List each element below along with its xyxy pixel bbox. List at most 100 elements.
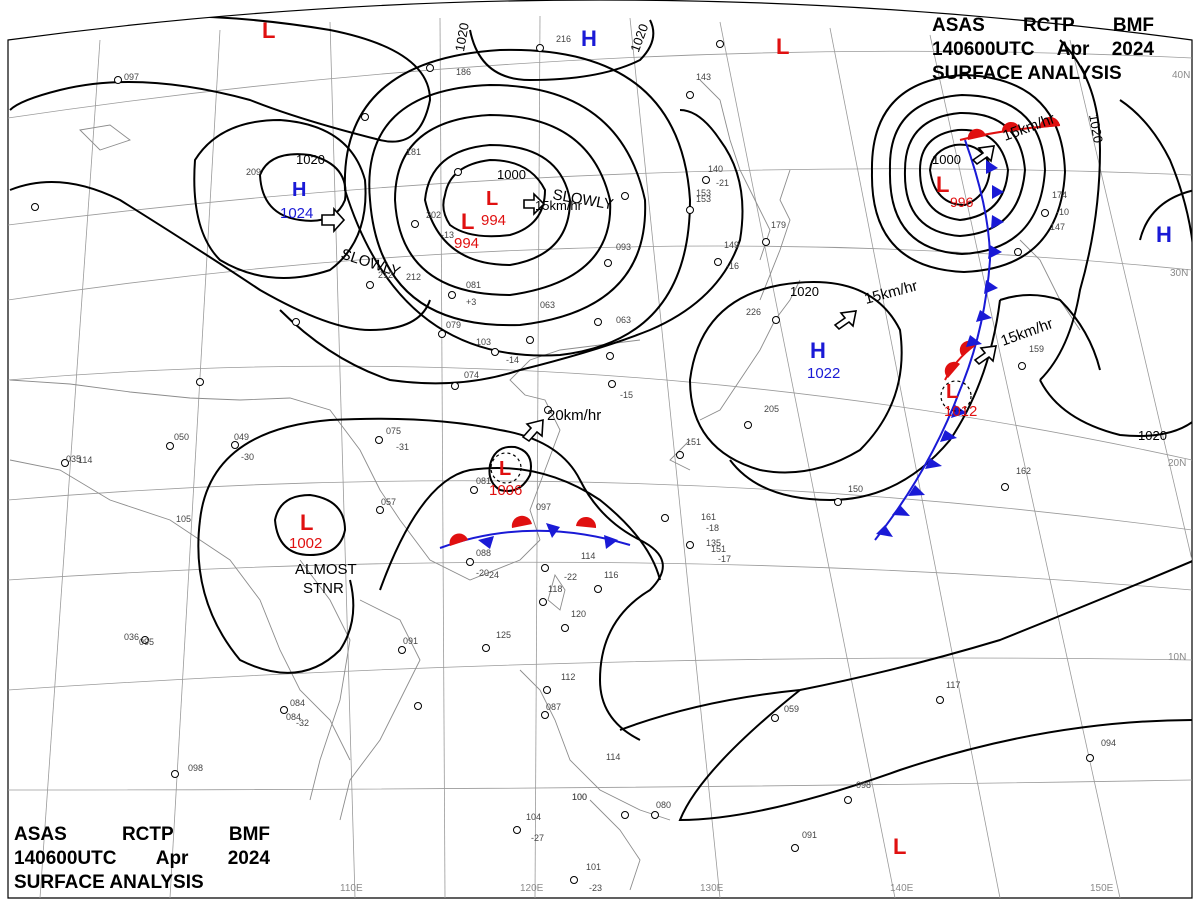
high-pressure-value: 1024: [280, 205, 313, 222]
station-report-value: -15: [620, 390, 633, 400]
station-report-value: 049: [234, 432, 249, 442]
station-report-value: -21: [716, 178, 729, 188]
station-report-value: 057: [381, 497, 396, 507]
isobar-label: 1020: [452, 22, 472, 53]
header-year: 2024: [1111, 39, 1154, 60]
station-report-value: 147: [1050, 222, 1065, 232]
header-code: BMF: [228, 824, 270, 845]
station-report-value: 081: [476, 476, 491, 486]
station-report-value: 181: [406, 147, 421, 157]
isobar-labels: 1020 1020 1020 1020 1000 1000 1020 1020: [296, 22, 1167, 443]
station-report-value: -27: [531, 833, 544, 843]
station-report-value: 088: [476, 548, 491, 558]
low-center: L: [461, 209, 474, 234]
station-report-value: 179: [771, 220, 786, 230]
station-report-value: -30: [241, 452, 254, 462]
header-region: ASAS: [932, 15, 985, 36]
header-year: 2024: [227, 848, 270, 869]
header-month: Apr: [1056, 39, 1090, 60]
motion-label: ALMOST: [295, 561, 357, 578]
fronts: [439, 116, 1061, 549]
low-center: L: [946, 381, 958, 403]
high-center: H: [1156, 222, 1172, 247]
low-center-ring: [490, 452, 522, 484]
motion-label: 15km/hr: [535, 198, 583, 213]
station-report-value: -32: [296, 718, 309, 728]
latitude-label: 10N: [1168, 652, 1186, 663]
station-report-value: -22: [564, 572, 577, 582]
station-report-value: 151: [686, 437, 701, 447]
isobar-label: 1020: [296, 152, 325, 167]
station-reports: 097 212 209 186 216 143 181 202 212 081 079 103 074 0…: [66, 34, 1116, 893]
station-report-value: 216: [556, 34, 571, 44]
latitude-label: 40N: [1172, 70, 1190, 81]
station-report-value: 202: [426, 210, 441, 220]
station-report-value: -23: [589, 883, 602, 893]
low-center: L: [499, 458, 511, 480]
high-center: H: [810, 338, 826, 363]
station-report-value: 101: [586, 862, 601, 872]
station-report-value: 153: [696, 194, 711, 204]
station-report-value: 186: [456, 67, 471, 77]
station-report-value: 103: [476, 337, 491, 347]
low-pressure-value: 1002: [289, 535, 322, 552]
station-report-value: -20: [476, 568, 489, 578]
pressure-centers: H H 1024 H 1022 H L L L 994 L 994 L 996 …: [262, 18, 1172, 859]
station-report-value: -18: [706, 523, 719, 533]
station-report-value: 205: [764, 404, 779, 414]
station-report-value: 091: [802, 830, 817, 840]
station-report-value: 209: [246, 167, 261, 177]
station-report-value: 036: [124, 632, 139, 642]
station-report-value: 084: [286, 712, 301, 722]
motion-label: 20km/hr: [547, 407, 601, 424]
station-report-value: 084: [290, 698, 305, 708]
station-report-value: 087: [546, 702, 561, 712]
station-report-value: 212: [378, 270, 393, 280]
high-center: H: [292, 179, 306, 201]
station-report-value: 140: [708, 164, 723, 174]
station-markers: [31, 40, 1094, 884]
isobar-label: 1020: [1086, 113, 1106, 144]
station-report-value: 094: [1101, 738, 1116, 748]
header-month: Apr: [155, 848, 189, 869]
header-code: BMF: [1112, 15, 1154, 36]
low-center: L: [893, 834, 906, 859]
latitude-label: 30N: [1170, 268, 1188, 279]
station-report-value: 098: [856, 780, 871, 790]
coastlines: [9, 79, 1081, 891]
header-station: RCTP: [121, 824, 174, 845]
station-report-value: -24: [486, 570, 499, 580]
station-report-value: 035: [66, 454, 81, 464]
station-report-value: 112: [561, 672, 575, 682]
station-report-value: 074: [464, 370, 479, 380]
station-report-value: 091: [403, 636, 418, 646]
station-report-value: 159: [1029, 344, 1044, 354]
station-report-value: 100: [572, 792, 587, 802]
station-report-value: 150: [848, 484, 863, 494]
graticule-labels: 110E 120E 130E 140E 150E 40N 30N 20N 10N: [340, 70, 1190, 894]
map-header-top: ASAS RCTP BMF 140600UTC Apr 2024 SURFACE…: [932, 14, 1154, 86]
low-pressure-value: 994: [481, 212, 506, 229]
station-report-value: -16: [726, 261, 739, 271]
header-time: 140600UTC: [932, 39, 1035, 60]
header-title: SURFACE ANALYSIS: [932, 63, 1122, 84]
station-report-value: 174: [1052, 190, 1067, 200]
station-report-value: -13: [441, 230, 454, 240]
station-report-value: -17: [718, 554, 731, 564]
station-report-value: 100: [572, 792, 587, 802]
station-report-value: 050: [174, 432, 189, 442]
station-report-value: 125: [496, 630, 511, 640]
high-center: H: [581, 26, 597, 51]
isobar-label: 1000: [932, 152, 961, 167]
high-pressure-value: 1022: [807, 365, 840, 382]
header-title: SURFACE ANALYSIS: [14, 872, 204, 893]
station-report-value: 120: [571, 609, 586, 619]
station-report-value: -14: [506, 355, 519, 365]
motion-arrows: [321, 145, 998, 443]
station-report-value: 079: [446, 320, 461, 330]
station-report-value: 104: [526, 812, 541, 822]
station-report-value: +3: [466, 297, 476, 307]
station-report-value: 151: [711, 544, 726, 554]
isobar-label: 1020: [790, 284, 819, 299]
low-center: L: [486, 188, 498, 210]
